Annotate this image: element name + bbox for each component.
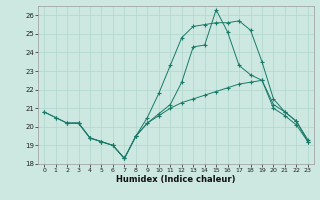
X-axis label: Humidex (Indice chaleur): Humidex (Indice chaleur) [116, 175, 236, 184]
